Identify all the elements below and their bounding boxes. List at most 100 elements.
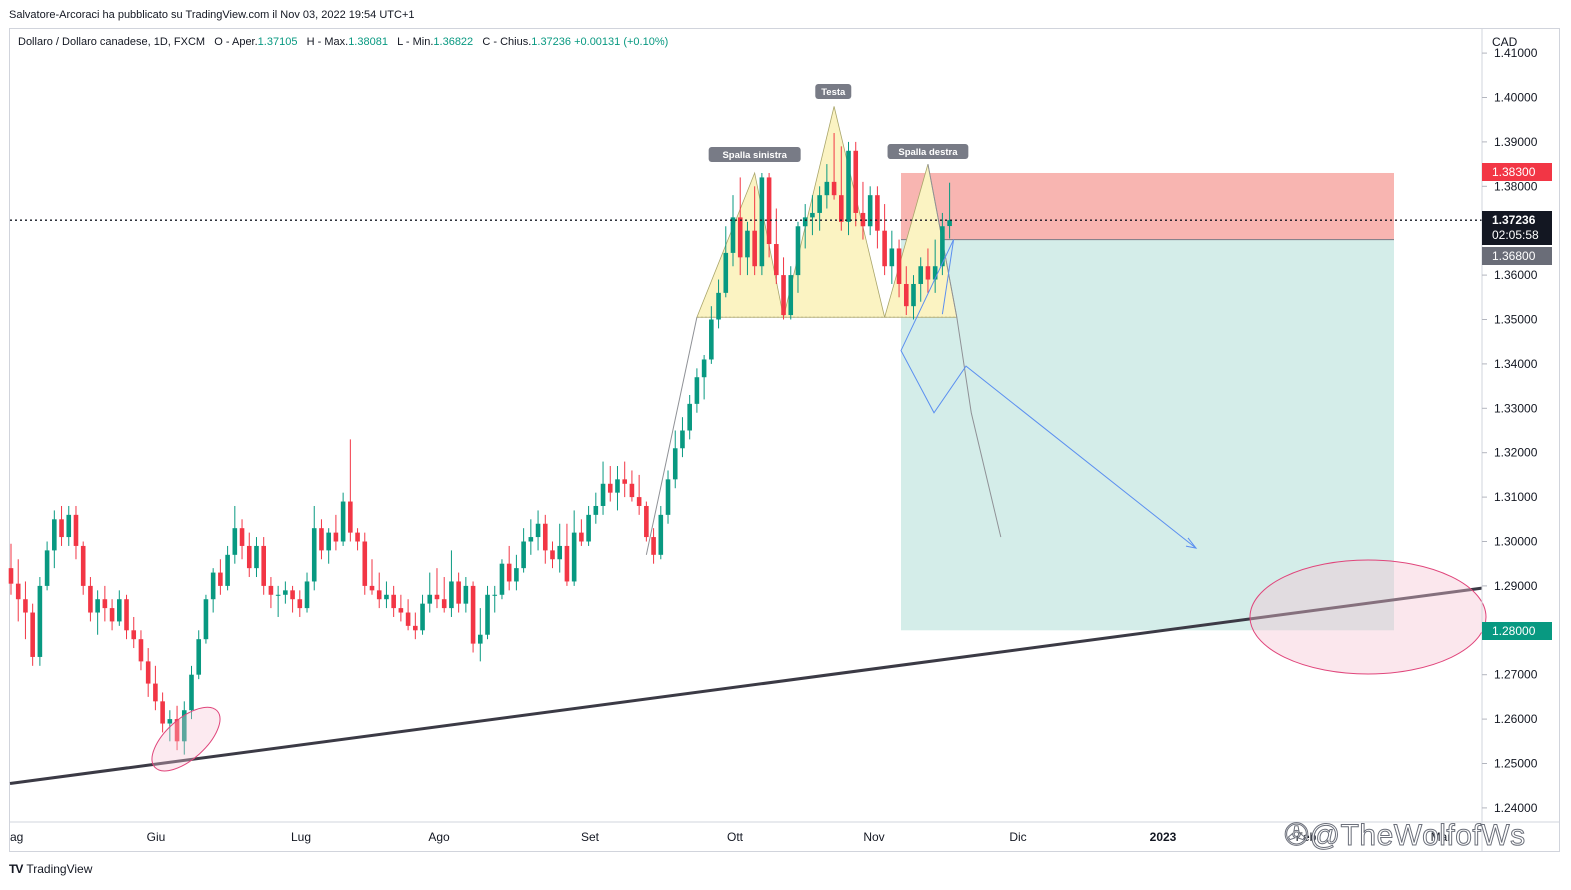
candle [745, 221, 750, 276]
candle-body [918, 266, 924, 284]
candle [218, 559, 223, 595]
bar-countdown: 02:05:58 [1492, 228, 1539, 242]
currency-label[interactable]: CAD [1492, 35, 1518, 49]
candle-body [413, 625, 418, 631]
target-price-tag: 1.28000 [1482, 622, 1552, 640]
candle [752, 186, 757, 276]
candle-body [860, 212, 866, 227]
watermark: ✇@TheWolfofWs [1284, 818, 1526, 853]
candle-body [896, 248, 902, 284]
candle [348, 439, 353, 542]
candle [117, 590, 122, 626]
candle-body [398, 608, 404, 613]
candle [564, 523, 570, 586]
x-tick-label: 2023 [1150, 830, 1177, 844]
y-tick-label: 1.32000 [1494, 446, 1538, 460]
candle [846, 141, 851, 236]
x-tick-label: ag [10, 830, 23, 844]
candle-body [651, 537, 656, 555]
candle-body [802, 217, 808, 227]
candle-body [225, 554, 230, 586]
candle-body [889, 248, 895, 267]
candle-body [232, 528, 238, 555]
candle [947, 182, 952, 239]
candle-body [44, 550, 50, 586]
watermark-text: @TheWolfofWs [1309, 819, 1526, 853]
candle [398, 594, 404, 622]
head-label-bg [815, 84, 852, 99]
candle-body [658, 514, 664, 555]
candle [420, 594, 425, 635]
candle [196, 630, 202, 680]
candle-body [117, 599, 122, 622]
candle-body [405, 612, 411, 626]
head-label-text: Testa [821, 87, 846, 98]
candle-body [831, 181, 837, 196]
candle-body [218, 572, 223, 586]
x-tick-label: Ago [428, 830, 450, 844]
footer: TV TradingView [9, 862, 92, 876]
candle-body [30, 612, 35, 657]
y-tick-label: 1.33000 [1494, 401, 1538, 415]
candle [875, 186, 880, 249]
candle-body [434, 594, 440, 600]
candle-body [701, 359, 707, 378]
x-tick-label: Giu [147, 830, 166, 844]
support-touch-ellipse [151, 706, 221, 772]
candle-body [283, 590, 288, 595]
candle-body [478, 634, 483, 644]
candle-body [759, 177, 765, 267]
candle-body [23, 599, 28, 613]
candle [15, 559, 21, 622]
brand-name: TradingView [26, 862, 93, 876]
candle [636, 474, 642, 515]
candle [210, 568, 216, 613]
candle-body [571, 532, 577, 582]
candle-body [167, 719, 173, 724]
right-shoulder-label: Spalla destra [887, 144, 969, 159]
candle-body [456, 581, 461, 604]
close-prefix: - Chius. [493, 36, 532, 48]
candle [817, 186, 822, 231]
candle [831, 133, 837, 200]
candle [268, 577, 274, 609]
candle-body [810, 212, 815, 218]
open-prefix: - Aper. [225, 36, 258, 48]
candle [189, 665, 194, 720]
open-value: 1.37105 [257, 36, 298, 48]
candle [124, 594, 129, 640]
candle [131, 616, 137, 649]
candle [174, 705, 180, 751]
candle-body [716, 292, 721, 320]
candle-body [239, 528, 245, 546]
candle-body [189, 674, 194, 711]
candle [802, 204, 808, 249]
candle-body [88, 585, 93, 613]
candle-body [709, 319, 714, 360]
candle [709, 306, 714, 364]
candle [506, 545, 512, 591]
candle [672, 430, 678, 489]
candle [167, 710, 173, 742]
candle-body [15, 583, 21, 600]
candle-body [730, 217, 736, 253]
candle [95, 590, 100, 635]
candle-body [376, 590, 382, 600]
left-shoulder-label-text: Spalla sinistra [722, 150, 787, 161]
candle [66, 505, 72, 546]
candle [73, 505, 79, 560]
candle-body [846, 150, 851, 222]
candle-body [196, 639, 202, 675]
chart-frame[interactable] [9, 28, 1560, 852]
candle-body [499, 563, 505, 595]
candle-body [564, 545, 570, 582]
y-tick-label: 1.39000 [1494, 135, 1538, 149]
overlays [9, 219, 1487, 785]
candles [8, 133, 952, 755]
candle [297, 590, 303, 617]
candle-body [8, 568, 14, 584]
candle [571, 510, 577, 586]
candle [434, 568, 440, 609]
candle [470, 581, 476, 653]
